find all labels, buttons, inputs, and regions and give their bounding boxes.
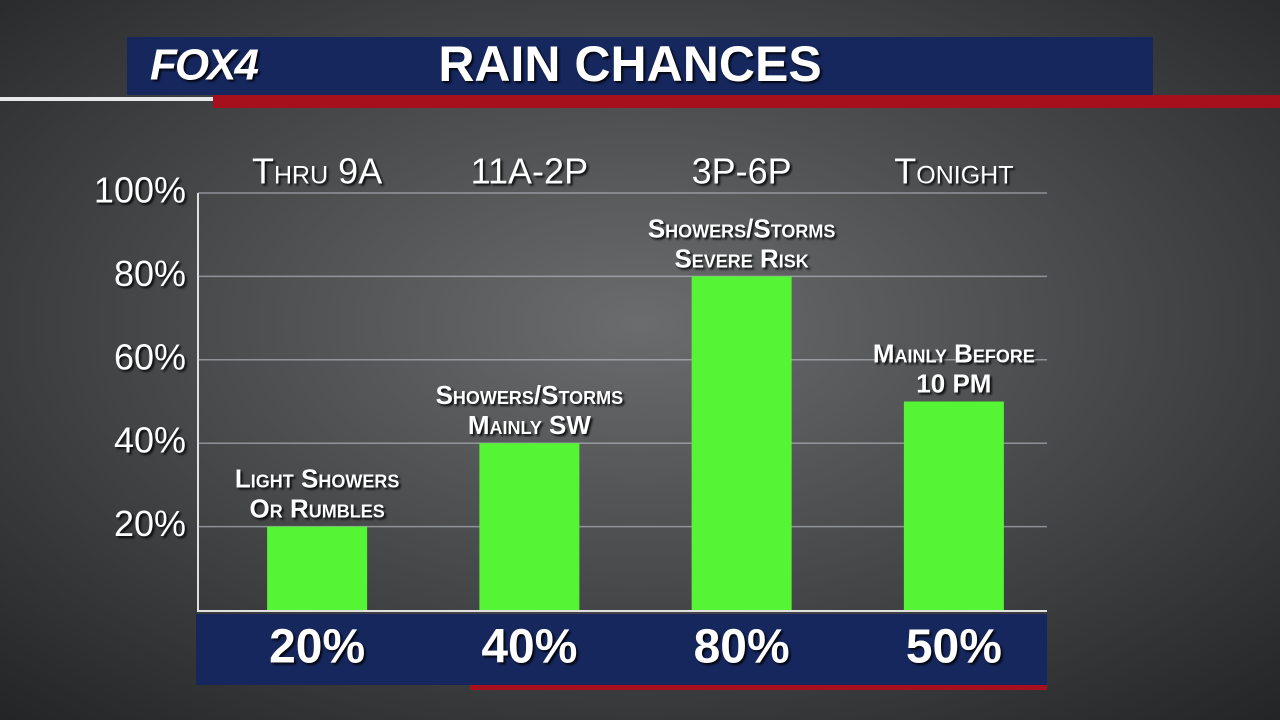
value-band [196,614,1047,685]
y-tick-label: 80% [114,253,186,294]
bar [267,526,368,610]
value-label: 40% [481,621,577,674]
bar-annotation: Or Rumbles [250,493,385,523]
y-tick-label: 100% [94,170,186,211]
bar-annotation: Showers/Storms [648,213,836,243]
value-label: 50% [906,621,1002,674]
bar [479,443,580,610]
value-band-stripe [470,685,1047,690]
header-line [0,97,213,101]
bar [903,401,1004,610]
x-tick-label: Thru 9A [252,151,382,192]
y-tick-label: 20% [114,503,186,544]
x-tick-label: Tonight [894,151,1013,192]
bar-annotation: 10 PM [916,368,991,398]
bar-annotation: Severe Risk [674,243,808,273]
bar-annotation: Light Showers [235,463,399,493]
value-label: 80% [694,621,790,674]
chart-title: RAIN CHANCES [438,36,821,92]
header-stripe [213,95,1280,108]
bar-annotation: Mainly Before [873,338,1035,368]
logo: FOX4 [150,41,258,90]
y-tick-label: 60% [114,336,186,377]
bar-annotation: Mainly SW [468,410,592,440]
y-tick-label: 40% [114,420,186,461]
bar-annotation: Showers/Storms [436,380,624,410]
x-tick-label: 3P-6P [692,151,792,192]
bar [691,276,792,610]
header-band [127,37,1153,95]
x-tick-label: 11A-2P [471,151,588,192]
value-label: 20% [269,621,365,674]
